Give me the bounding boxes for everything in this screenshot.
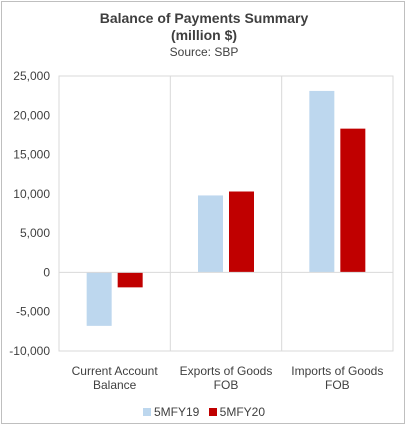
- y-tick-label: -5,000: [16, 305, 50, 319]
- y-tick-label: 0: [43, 265, 50, 279]
- chart-title: Balance of Payments Summary (million $): [0, 10, 408, 44]
- y-tick-label: 20,000: [13, 108, 50, 122]
- bar-5mfy19-2: [309, 90, 335, 273]
- chart-subtitle: Source: SBP: [169, 45, 239, 59]
- legend-item-5mfy20: 5MFY20: [208, 405, 266, 419]
- x-category-label: FOB: [325, 378, 350, 392]
- legend: 5MFY19 5MFY20: [0, 405, 408, 419]
- bar-5mfy19-0: [86, 272, 112, 326]
- bar-5mfy20-0: [117, 272, 143, 288]
- chart-title-line1: Balance of Payments Summary: [99, 10, 309, 26]
- legend-swatch-5mfy19: [142, 408, 151, 416]
- y-tick-label: 25,000: [13, 69, 50, 83]
- legend-item-5mfy19: 5MFY19: [142, 405, 200, 419]
- legend-label-5mfy19: 5MFY19: [153, 405, 200, 419]
- x-category-label: Imports of Goods: [291, 364, 383, 378]
- legend-label-5mfy20: 5MFY20: [219, 405, 266, 419]
- bar-5mfy20-2: [340, 128, 366, 273]
- x-category-label: Exports of Goods: [180, 364, 273, 378]
- plot-area: [58, 75, 394, 352]
- bar-5mfy19-1: [198, 195, 223, 273]
- y-tick-label: 5,000: [20, 226, 50, 240]
- x-category-label: Balance: [93, 378, 137, 392]
- y-tick-label: 10,000: [13, 187, 50, 201]
- y-tick-label: -10,000: [9, 344, 50, 358]
- y-tick-label: 15,000: [13, 148, 50, 162]
- x-category-label: Current Account: [72, 364, 159, 378]
- bar-5mfy20-1: [229, 191, 254, 273]
- chart-title-line2: (million $): [170, 27, 238, 43]
- legend-swatch-5mfy20: [208, 408, 217, 416]
- x-category-label: FOB: [214, 378, 239, 392]
